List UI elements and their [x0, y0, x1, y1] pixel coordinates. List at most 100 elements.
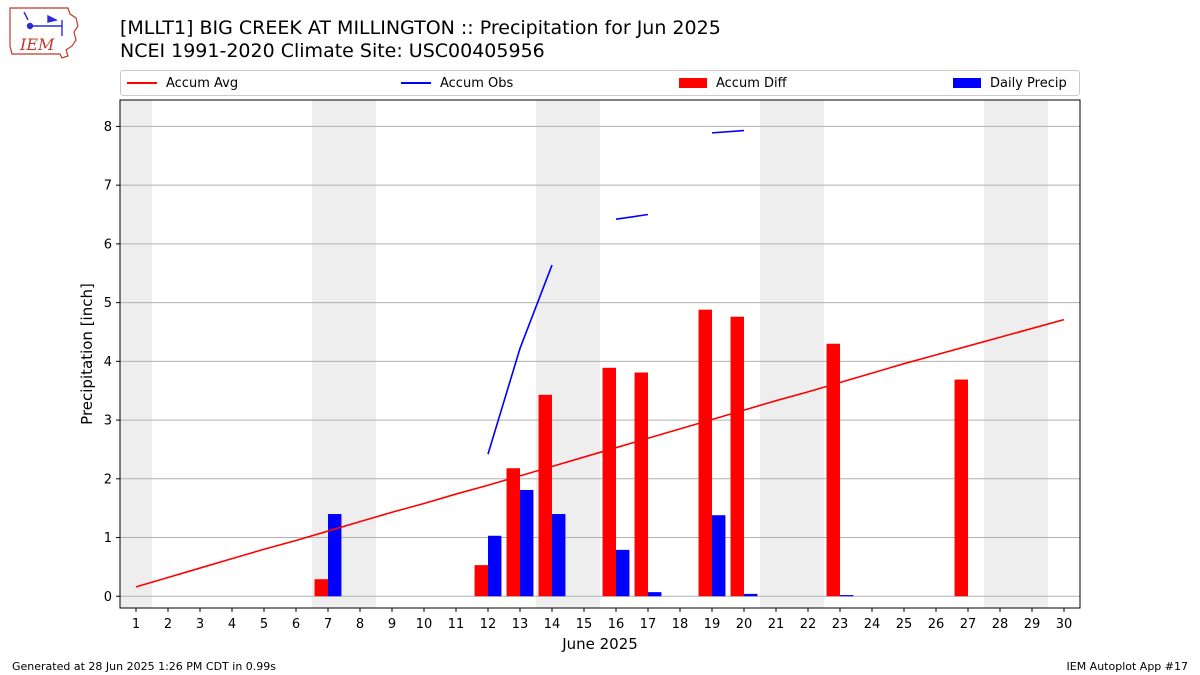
y-tick-label-5: 5: [104, 296, 112, 311]
legend-item-accum-diff: Accum Diff: [679, 74, 787, 92]
daily-precip-bar-day-12: [488, 535, 502, 597]
svg-text:IEM: IEM: [19, 35, 55, 54]
y-axis-ticks: 0 1 2 3 4 5 6 7 8: [104, 120, 120, 605]
chart-title: [MLLT1] BIG CREEK AT MILLINGTON :: Preci…: [120, 17, 721, 39]
legend-swatch-accum-avg: [127, 82, 157, 84]
accum-diff-bar-day-23: [826, 343, 840, 597]
x-tick-label-13: 13: [512, 617, 529, 632]
x-tick-label-7: 7: [324, 617, 332, 632]
x-tick-label-3: 3: [196, 617, 204, 632]
x-tick-label-21: 21: [768, 617, 785, 632]
x-tick-label-20: 20: [736, 617, 753, 632]
accum-diff-bar-day-14: [538, 394, 552, 597]
accum-diff-bar-day-27: [954, 379, 968, 597]
accum-obs-line-segment-3: [711, 129, 745, 134]
accum-diff-bar-day-17: [634, 372, 648, 597]
legend-swatch-accum-diff: [679, 78, 707, 88]
legend-label-daily-precip: Daily Precip: [990, 75, 1067, 91]
y-tick-label-4: 4: [104, 355, 112, 370]
legend-item-accum-avg: Accum Avg: [127, 74, 238, 92]
x-tick-label-1: 1: [132, 617, 140, 632]
legend-swatch-accum-obs: [401, 82, 431, 84]
chart-subtitle: NCEI 1991-2020 Climate Site: USC00405956: [120, 40, 545, 62]
x-tick-label-25: 25: [896, 617, 913, 632]
x-tick-label-11: 11: [448, 617, 465, 632]
generated-timestamp: Generated at 28 Jun 2025 1:26 PM CDT in …: [12, 660, 277, 673]
x-tick-label-2: 2: [164, 617, 172, 632]
plot-frame: [119, 99, 1081, 609]
x-tick-label-28: 28: [992, 617, 1009, 632]
accum-diff-bar-day-12: [474, 565, 488, 597]
accum-diff-bar-day-7: [314, 579, 328, 597]
x-tick-label-26: 26: [928, 617, 945, 632]
iem-logo: IEM: [8, 6, 80, 60]
accum-obs-series: [487, 129, 745, 455]
y-tick-label-0: 0: [104, 590, 112, 605]
accum-obs-line-segment-2: [615, 213, 649, 221]
legend-label-accum-obs: Accum Obs: [440, 75, 514, 91]
weekend-band-day-1: [120, 100, 152, 608]
x-tick-label-16: 16: [608, 617, 625, 632]
legend-swatch-daily-precip: [953, 78, 981, 88]
x-tick-label-10: 10: [416, 617, 433, 632]
accum-diff-bar-day-19: [698, 309, 712, 597]
y-tick-label-7: 7: [104, 179, 112, 194]
legend-label-accum-avg: Accum Avg: [166, 75, 239, 91]
x-tick-label-17: 17: [640, 617, 657, 632]
y-tick-label-8: 8: [104, 120, 112, 135]
daily-precip-bar-day-23: [840, 595, 854, 597]
daily-precip-bar-day-16: [616, 549, 630, 597]
weekend-band-day-29: [1016, 100, 1048, 608]
x-tick-label-6: 6: [292, 617, 300, 632]
x-tick-label-18: 18: [672, 617, 689, 632]
x-tick-label-5: 5: [260, 617, 268, 632]
daily-precip-bar-day-7: [328, 514, 342, 597]
daily-precip-bar-day-17: [648, 592, 662, 597]
weekend-band-day-21: [760, 100, 792, 608]
x-tick-label-30: 30: [1056, 617, 1073, 632]
x-tick-label-14: 14: [544, 617, 561, 632]
daily-precip-bars: [328, 489, 854, 597]
x-tick-label-15: 15: [576, 617, 593, 632]
x-axis-label: June 2025: [561, 635, 638, 653]
y-tick-label-2: 2: [104, 472, 112, 487]
y-tick-label-6: 6: [104, 237, 112, 252]
accum-diff-bar-day-13: [506, 468, 520, 597]
x-tick-label-24: 24: [864, 617, 881, 632]
weekend-band-day-28: [984, 100, 1016, 608]
y-gridlines: [120, 125, 1080, 597]
accum-avg-series: [135, 318, 1065, 588]
accum-diff-bars: [314, 309, 968, 597]
x-tick-label-9: 9: [388, 617, 396, 632]
x-tick-label-23: 23: [832, 617, 849, 632]
x-tick-label-27: 27: [960, 617, 977, 632]
x-tick-label-8: 8: [356, 617, 364, 632]
weekend-band-day-8: [344, 100, 376, 608]
daily-precip-bar-day-13: [520, 489, 534, 597]
legend-label-accum-diff: Accum Diff: [716, 75, 787, 91]
x-tick-label-19: 19: [704, 617, 721, 632]
accum-diff-bar-day-16: [602, 367, 616, 597]
daily-precip-bar-day-20: [744, 593, 758, 597]
legend-item-daily-precip: Daily Precip: [953, 74, 1067, 92]
chart-legend: Accum Avg Accum Obs Accum Diff Daily Pre…: [120, 70, 1080, 96]
weekend-band-day-22: [792, 100, 824, 608]
legend-item-accum-obs: Accum Obs: [401, 74, 513, 92]
y-axis-label: Precipitation [inch]: [78, 283, 96, 425]
daily-precip-bar-day-19: [712, 515, 726, 597]
accum-diff-bar-day-20: [730, 316, 744, 597]
app-label: IEM Autoplot App #17: [1066, 660, 1189, 673]
x-tick-label-12: 12: [480, 617, 497, 632]
x-tick-label-29: 29: [1024, 617, 1041, 632]
accum-obs-line-segment-1: [487, 264, 553, 455]
weekend-band-day-15: [568, 100, 600, 608]
x-tick-label-22: 22: [800, 617, 817, 632]
x-axis-ticks: 1 2 3 4 5 6 7 8 9 10 11 12 13 14 15 16 17 18 19 20 21 22 23 24 2…: [132, 608, 1072, 632]
y-tick-label-3: 3: [104, 414, 112, 429]
daily-precip-bar-day-14: [552, 514, 566, 597]
accum-avg-line: [135, 318, 1065, 588]
y-tick-label-1: 1: [104, 531, 112, 546]
weekend-shading: [120, 100, 1048, 608]
x-tick-label-4: 4: [228, 617, 236, 632]
